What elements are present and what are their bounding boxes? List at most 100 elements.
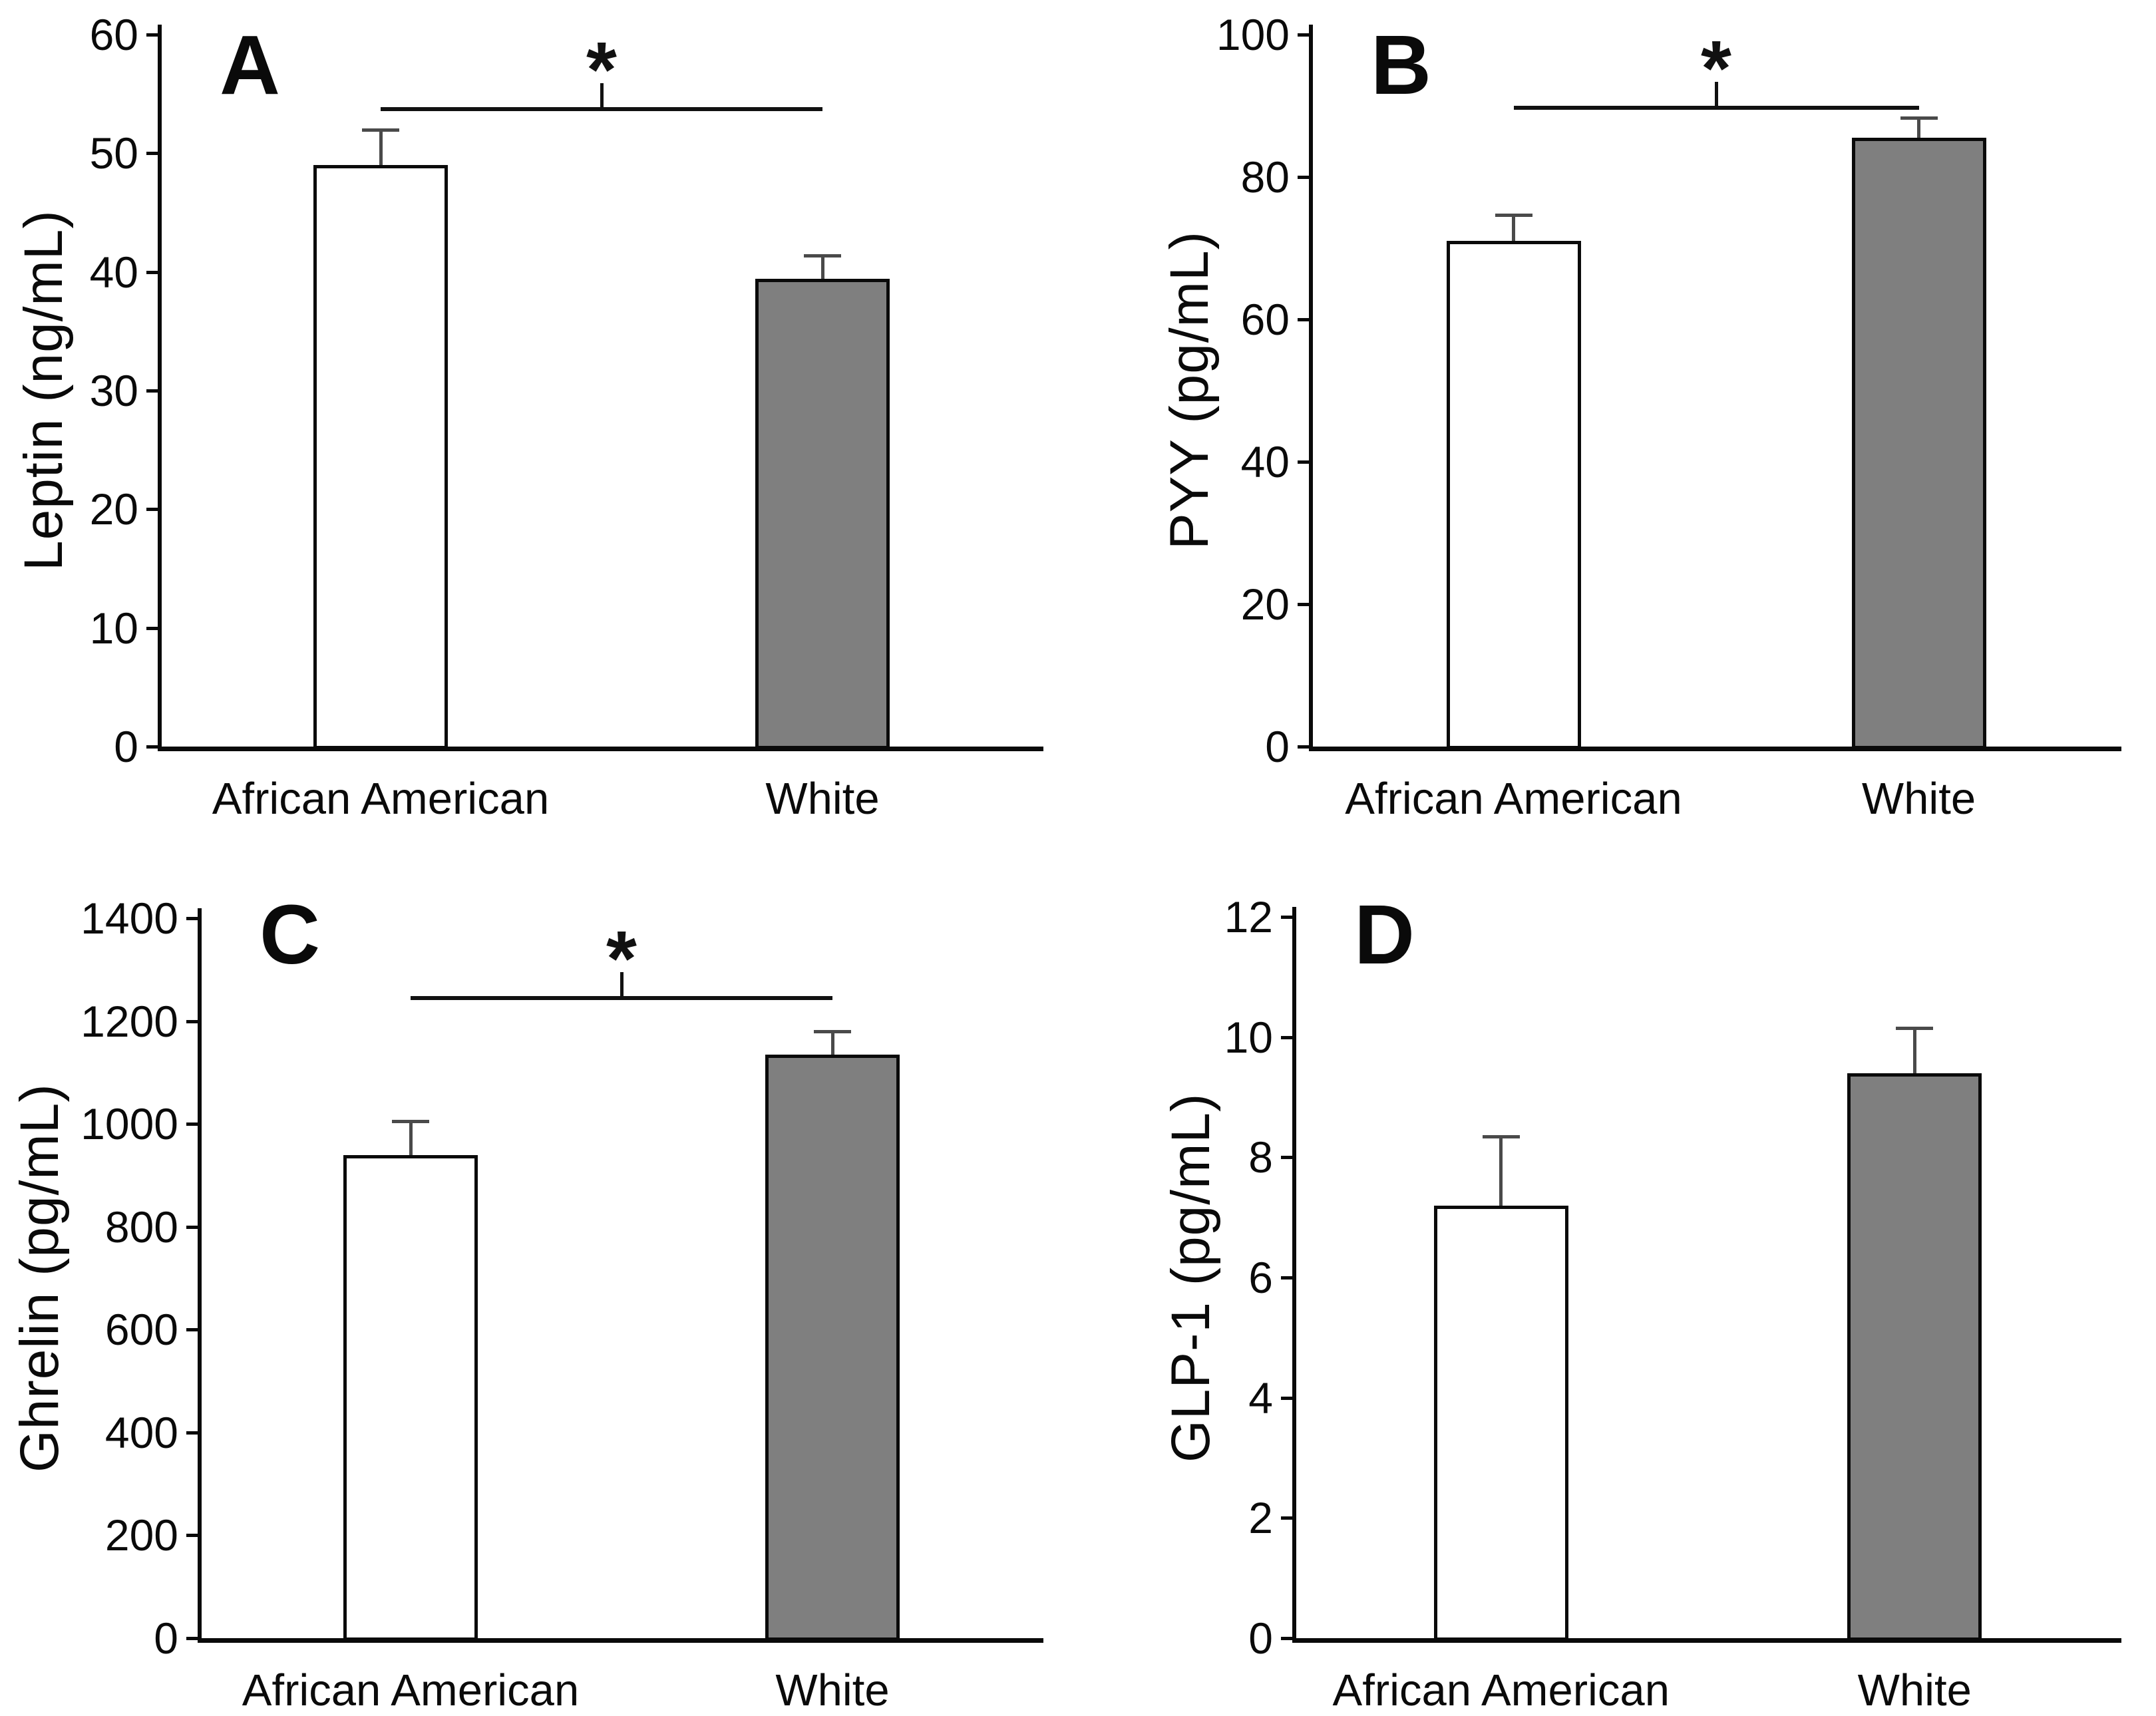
y-tick-label: 8 [1248, 1132, 1273, 1182]
panel-a-leptin: A Leptin (ng/mL) 0 10 20 30 40 50 60 African Am… [0, 0, 1078, 858]
y-tick-mark [186, 1431, 198, 1435]
y-tick-mark [1281, 916, 1292, 919]
y-tick-mark [1298, 176, 1309, 179]
y-tick-mark [146, 270, 158, 274]
significance-bracket-tick [1714, 82, 1718, 106]
y-tick-label: 100 [1216, 10, 1290, 59]
y-tick-label: 800 [104, 1202, 178, 1252]
error-bar-line [1512, 214, 1515, 242]
error-bar-line [409, 1121, 413, 1155]
x-category-label: White [1857, 1665, 1972, 1715]
x-category-label: African American [1345, 774, 1682, 824]
significance-bracket [411, 995, 832, 1000]
y-tick-label: 10 [1224, 1012, 1273, 1062]
y-tick-mark [1298, 318, 1309, 321]
y-tick-label: 80 [1240, 152, 1290, 202]
y-tick-mark [186, 1328, 198, 1332]
y-tick-mark [146, 745, 158, 749]
x-axis [1292, 1638, 2121, 1643]
panel-letter: A [220, 18, 280, 112]
y-tick-label: 10 [89, 603, 138, 653]
y-tick-mark [1281, 1276, 1292, 1280]
error-bar-line [820, 255, 824, 279]
significance-bracket [381, 107, 822, 112]
error-bar-line [1912, 1028, 1916, 1073]
y-tick-mark [1298, 460, 1309, 464]
error-bar-cap [1482, 1134, 1520, 1138]
bar-african-american [1433, 1205, 1568, 1641]
y-tick-mark [186, 1637, 198, 1640]
error-bar-cap [362, 128, 399, 132]
y-tick-mark [1298, 603, 1309, 606]
bar-white [765, 1054, 900, 1641]
y-tick-mark [1298, 745, 1309, 749]
y-axis-title: PYY (pg/mL) [1159, 231, 1220, 550]
y-tick-mark [1298, 33, 1309, 37]
error-bar-cap [392, 1120, 429, 1124]
y-tick-label: 4 [1248, 1373, 1273, 1423]
y-tick-mark [1281, 1516, 1292, 1520]
y-tick-mark [146, 33, 158, 37]
bar-african-american [1446, 241, 1581, 749]
y-tick-label: 0 [154, 1614, 178, 1663]
y-tick-label: 20 [89, 484, 138, 534]
y-axis [158, 25, 162, 747]
y-tick-mark [1281, 1035, 1292, 1039]
y-tick-label: 40 [1240, 437, 1290, 486]
significance-bracket-tick [600, 83, 604, 108]
x-category-label: African American [1332, 1665, 1670, 1715]
y-axis [198, 908, 202, 1638]
y-tick-label: 40 [89, 247, 138, 297]
bar-white [755, 279, 890, 749]
error-bar-line [1499, 1136, 1503, 1206]
y-tick-label: 60 [89, 10, 138, 59]
y-tick-mark [1281, 1396, 1292, 1400]
significance-asterisk: * [1701, 25, 1731, 113]
y-tick-mark [186, 1225, 198, 1229]
y-tick-label: 1200 [81, 996, 178, 1046]
y-tick-label: 400 [104, 1407, 178, 1457]
x-axis [1309, 747, 2121, 751]
error-bar-cap [814, 1030, 851, 1034]
y-tick-label: 30 [89, 366, 138, 415]
bar-african-american [343, 1154, 478, 1641]
error-bar-cap [804, 254, 841, 257]
y-tick-mark [186, 1019, 198, 1023]
panel-letter: C [260, 888, 320, 981]
error-bar-cap [1896, 1027, 1934, 1031]
x-category-label: White [1861, 774, 1976, 824]
significance-asterisk: * [606, 914, 637, 1003]
error-bar-line [1917, 118, 1920, 138]
x-axis [198, 1638, 1043, 1643]
y-tick-mark [1281, 1156, 1292, 1160]
y-tick-label: 0 [1265, 722, 1290, 771]
y-tick-mark [146, 152, 158, 156]
x-axis [158, 747, 1043, 751]
significance-bracket [1513, 106, 1919, 110]
x-category-label: African American [242, 1665, 580, 1715]
panel-d-glp1: D GLP-1 (pg/mL) 0 2 4 6 8 10 12 African America… [1078, 858, 2156, 1716]
y-tick-label: 0 [1248, 1614, 1273, 1663]
y-tick-label: 12 [1224, 892, 1273, 942]
y-tick-label: 0 [114, 722, 138, 771]
bar-white [1851, 138, 1986, 749]
y-tick-mark [1281, 1637, 1292, 1640]
y-tick-mark [146, 508, 158, 512]
y-tick-label: 200 [104, 1510, 178, 1560]
y-tick-label: 60 [1240, 295, 1290, 344]
y-tick-label: 1000 [81, 1099, 178, 1149]
x-category-label: African American [212, 774, 550, 824]
y-tick-mark [186, 1122, 198, 1126]
x-category-label: White [765, 774, 880, 824]
y-axis [1292, 907, 1296, 1638]
error-bar-cap [1900, 116, 1938, 120]
error-bar-line [830, 1031, 834, 1055]
error-bar-cap [1495, 213, 1532, 217]
panel-letter: D [1354, 888, 1415, 981]
y-tick-mark [146, 389, 158, 393]
y-axis [1309, 25, 1313, 747]
panel-letter: B [1371, 18, 1431, 112]
y-tick-label: 1400 [81, 894, 178, 943]
significance-bracket-tick [620, 971, 624, 996]
